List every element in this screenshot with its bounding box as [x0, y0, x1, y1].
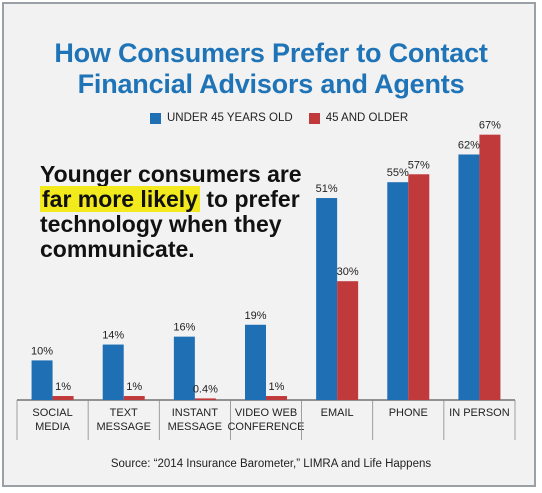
data-label: 16% — [173, 322, 195, 334]
data-label: 51% — [316, 183, 338, 195]
callout-line3: technology when they — [40, 211, 282, 237]
legend-label-over45: 45 AND OLDER — [325, 112, 409, 124]
data-label: 14% — [102, 330, 124, 342]
data-label: 67% — [479, 120, 501, 132]
bar-over45 — [52, 396, 74, 400]
data-label: 1% — [269, 381, 285, 393]
callout-text: Younger consumers are far more likely to… — [40, 162, 302, 262]
bar-over45 — [123, 396, 145, 400]
chart-frame: How Consumers Prefer to Contact Financia… — [2, 2, 536, 487]
data-label: 0.4% — [193, 383, 218, 395]
category-label: SOCIAL — [32, 407, 72, 419]
callout-line2-rest: to prefer — [199, 186, 300, 212]
bar-under45 — [458, 154, 480, 400]
bar-under45 — [31, 360, 53, 400]
data-label: 55% — [387, 167, 409, 179]
category-label: CONFERENCE — [227, 421, 304, 433]
category-label: PHONE — [389, 407, 428, 419]
callout-line2: far more likely to prefer — [40, 186, 302, 212]
category-label: MESSAGE — [168, 421, 222, 433]
legend-swatch-over45 — [308, 112, 320, 124]
bar-under45 — [102, 344, 124, 400]
callout-highlight: far more likely — [40, 186, 200, 212]
legend: UNDER 45 YEARS OLD 45 AND OLDER — [150, 112, 424, 124]
callout-line1: Younger consumers are — [40, 161, 302, 187]
data-label: 1% — [55, 381, 71, 393]
data-label: 57% — [408, 159, 430, 171]
data-label: 19% — [244, 310, 266, 322]
data-label: 10% — [31, 345, 53, 357]
source-note: Source: “2014 Insurance Barometer,” LIMR… — [110, 458, 432, 470]
legend-item-under45: UNDER 45 YEARS OLD — [150, 112, 293, 124]
bar-under45 — [245, 324, 266, 400]
data-label: 62% — [458, 139, 480, 151]
data-label: 1% — [126, 381, 142, 393]
legend-item-over45: 45 AND OLDER — [308, 112, 409, 124]
bar-over45 — [194, 398, 216, 400]
bar-over45 — [266, 396, 287, 400]
bar-over45 — [408, 174, 430, 400]
legend-swatch-under45 — [150, 112, 161, 124]
legend-label-under45: UNDER 45 YEARS OLD — [167, 112, 293, 124]
bar-over45 — [337, 281, 359, 400]
bar-over45 — [479, 134, 501, 400]
category-label: MEDIA — [35, 421, 71, 433]
chart-title-line2: Financial Advisors and Agents — [77, 69, 465, 99]
category-label: EMAIL — [321, 407, 354, 419]
category-label: MESSAGE — [97, 421, 151, 433]
bar-under45 — [173, 336, 195, 400]
bar-under45 — [387, 182, 409, 400]
bar-under45 — [316, 198, 338, 400]
category-label: TEXT — [110, 407, 138, 419]
chart-title-line1: How Consumers Prefer to Contact — [54, 38, 488, 68]
category-label: IN PERSON — [449, 407, 510, 419]
category-label: INSTANT — [172, 407, 219, 419]
callout-line4: communicate. — [40, 236, 195, 262]
category-label: VIDEO WEB — [235, 407, 297, 419]
data-label: 30% — [337, 266, 359, 278]
